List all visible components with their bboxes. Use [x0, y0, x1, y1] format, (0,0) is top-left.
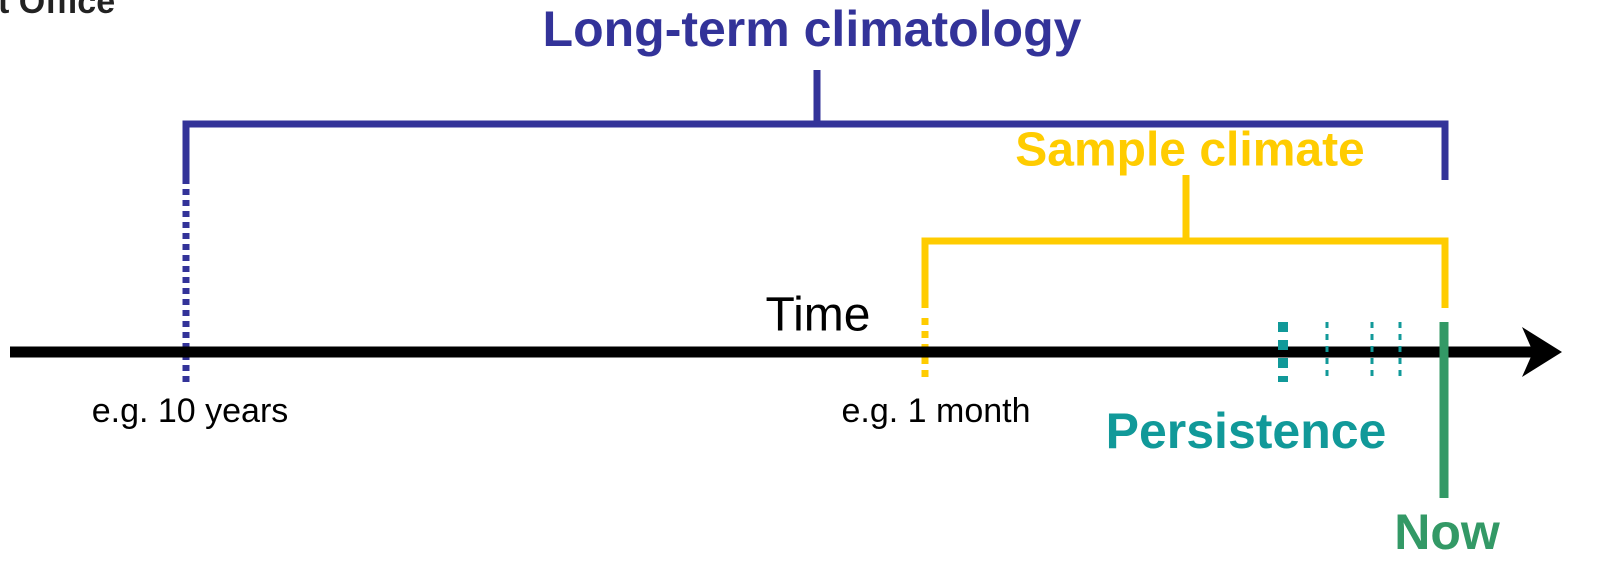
persistence-marks — [1278, 322, 1402, 382]
logo: t Office — [0, 0, 115, 21]
one-month-label: e.g. 1 month — [841, 392, 1030, 430]
sample-title: Sample climate — [1015, 124, 1365, 177]
ten-years-label: e.g. 10 years — [92, 392, 289, 430]
axis-label: Time — [766, 289, 871, 342]
long-term-title: Long-term climatology — [543, 1, 1082, 57]
persistence-label: Persistence — [1106, 403, 1387, 459]
time-axis — [10, 327, 1562, 377]
now-label: Now — [1394, 504, 1500, 560]
